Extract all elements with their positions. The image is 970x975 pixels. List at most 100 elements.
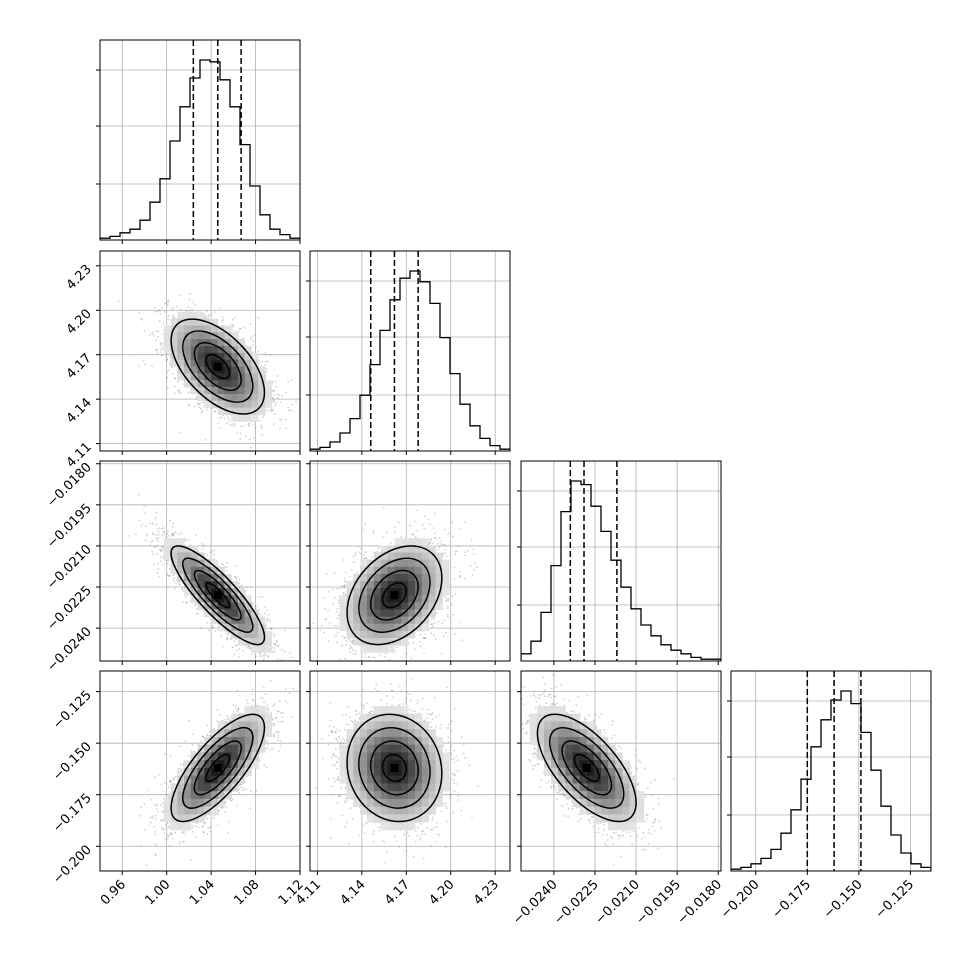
scatter-point bbox=[271, 409, 273, 411]
scatter-point bbox=[268, 454, 270, 456]
scatter-point bbox=[191, 301, 193, 303]
scatter-point bbox=[204, 439, 206, 441]
scatter-point bbox=[202, 543, 204, 545]
density-peak bbox=[214, 363, 222, 371]
scatter-point bbox=[281, 659, 283, 661]
scatter-point bbox=[212, 625, 214, 627]
scatter-point bbox=[152, 540, 154, 542]
scatter-point bbox=[135, 534, 137, 536]
scatter-point bbox=[277, 375, 279, 377]
scatter-point bbox=[154, 310, 156, 312]
scatter-point bbox=[159, 576, 161, 578]
scatter-point bbox=[250, 586, 252, 588]
scatter-point bbox=[232, 319, 234, 321]
scatter-point bbox=[272, 397, 274, 399]
scatter-point bbox=[242, 650, 244, 652]
scatter-point bbox=[239, 579, 241, 581]
density-cell bbox=[198, 312, 205, 319]
scatter-point bbox=[275, 402, 277, 404]
scatter-point bbox=[202, 402, 204, 404]
scatter-point bbox=[224, 418, 226, 420]
scatter-point bbox=[174, 385, 176, 387]
density-cell bbox=[225, 380, 232, 387]
scatter-point bbox=[287, 381, 289, 383]
scatter-point bbox=[174, 588, 176, 590]
scatter-point bbox=[214, 311, 216, 313]
scatter-point bbox=[242, 665, 244, 667]
density-cell bbox=[184, 325, 191, 332]
scatter-point bbox=[201, 412, 203, 414]
scatter-point bbox=[167, 300, 169, 302]
scatter-point bbox=[162, 546, 164, 548]
density-cell bbox=[164, 339, 171, 346]
scatter-point bbox=[275, 381, 277, 383]
scatter-point bbox=[222, 646, 224, 648]
scatter-point bbox=[246, 587, 248, 589]
scatter-point bbox=[253, 437, 255, 439]
scatter-point bbox=[241, 585, 243, 587]
scatter-point bbox=[273, 633, 275, 635]
scatter-point bbox=[213, 549, 215, 551]
scatter-point bbox=[263, 657, 265, 659]
scatter-point bbox=[235, 565, 237, 567]
scatter-point bbox=[249, 323, 251, 325]
scatter-point bbox=[168, 319, 170, 321]
scatter-point bbox=[196, 613, 198, 615]
scatter-point bbox=[152, 532, 154, 534]
scatter-point bbox=[151, 332, 153, 334]
density-cell bbox=[238, 394, 245, 401]
y-tick-label: 4.14 bbox=[64, 395, 95, 426]
scatter-point bbox=[149, 523, 151, 525]
scatter-point bbox=[163, 531, 165, 533]
density-cell bbox=[245, 387, 252, 394]
scatter-point bbox=[274, 394, 276, 396]
scatter-point bbox=[188, 404, 190, 406]
scatter-point bbox=[213, 554, 215, 556]
density-cell bbox=[251, 394, 258, 401]
scatter-point bbox=[210, 314, 212, 316]
scatter-point bbox=[194, 604, 196, 606]
density-cell bbox=[231, 380, 238, 387]
scatter-point bbox=[169, 363, 171, 365]
panel-0-0 bbox=[96, 40, 300, 244]
scatter-point bbox=[194, 304, 196, 306]
scatter-point bbox=[171, 308, 173, 310]
scatter-point bbox=[165, 303, 167, 305]
scatter-point bbox=[152, 334, 154, 336]
scatter-point bbox=[242, 425, 244, 427]
scatter-point bbox=[208, 629, 210, 631]
density-cell bbox=[251, 401, 258, 408]
scatter-point bbox=[238, 583, 240, 585]
scatter-point bbox=[262, 596, 264, 598]
scatter-point bbox=[248, 648, 250, 650]
scatter-point bbox=[234, 575, 236, 577]
scatter-point bbox=[266, 371, 268, 373]
scatter-point bbox=[226, 566, 228, 568]
scatter-point bbox=[276, 641, 278, 643]
scatter-point bbox=[118, 301, 120, 303]
scatter-point bbox=[228, 417, 230, 419]
scatter-point bbox=[297, 661, 299, 663]
scatter-point bbox=[162, 323, 164, 325]
scatter-point bbox=[248, 424, 250, 426]
scatter-point bbox=[213, 558, 215, 560]
scatter-point bbox=[227, 415, 229, 417]
scatter-point bbox=[182, 601, 184, 603]
scatter-point bbox=[273, 423, 275, 425]
scatter-point bbox=[227, 634, 229, 636]
scatter-point bbox=[188, 306, 190, 308]
y-tick-label: 4.17 bbox=[64, 351, 95, 382]
scatter-point bbox=[264, 352, 266, 354]
scatter-point bbox=[266, 368, 268, 370]
scatter-point bbox=[269, 628, 271, 630]
scatter-point bbox=[221, 416, 223, 418]
scatter-point bbox=[254, 334, 256, 336]
scatter-point bbox=[240, 425, 242, 427]
scatter-point bbox=[155, 349, 157, 351]
scatter-point bbox=[269, 619, 271, 621]
scatter-point bbox=[155, 523, 157, 525]
scatter-point bbox=[185, 596, 187, 598]
scatter-point bbox=[264, 364, 266, 366]
scatter-point bbox=[239, 648, 241, 650]
scatter-point bbox=[145, 540, 147, 542]
